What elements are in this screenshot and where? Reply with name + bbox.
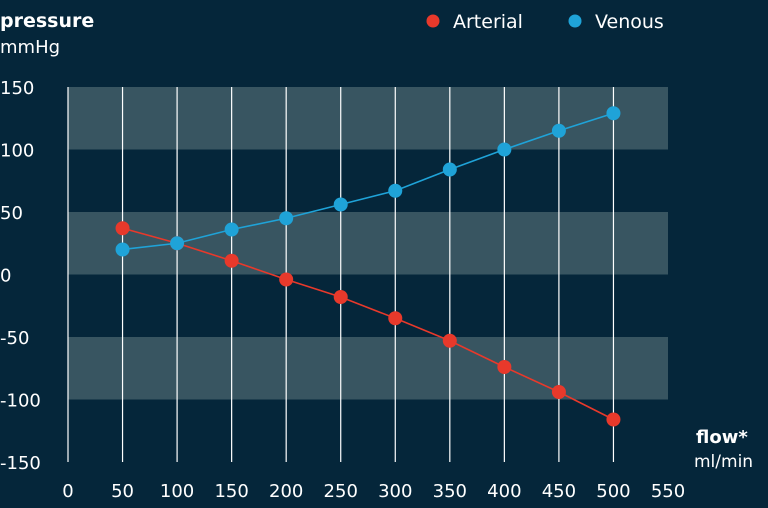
series-line-arterial <box>122 227 614 421</box>
y-tick-label: 100 <box>0 141 34 162</box>
x-tick-label: 500 <box>596 481 630 502</box>
legend-marker-arterial <box>426 14 440 28</box>
grid-band <box>68 87 668 150</box>
series-line-venous <box>122 112 614 251</box>
x-tick-label: 550 <box>651 481 685 502</box>
y-axis-title: pressure <box>0 10 94 32</box>
x-tick-label: 350 <box>433 481 467 502</box>
data-point-arterial <box>333 290 348 304</box>
y-tick-label: 150 <box>0 78 34 99</box>
data-point-venous <box>333 197 348 212</box>
x-tick-label: 400 <box>487 481 521 502</box>
legend-marker-venous <box>568 14 582 28</box>
y-tick-label: -100 <box>0 391 41 412</box>
x-tick-label: 450 <box>542 481 576 502</box>
data-point-venous <box>115 242 130 257</box>
x-axis-unit: ml/min <box>694 452 753 472</box>
data-point-arterial <box>388 311 403 326</box>
legend-label-arterial: Arterial <box>453 11 523 33</box>
x-tick-label: 150 <box>214 481 248 502</box>
data-point-arterial <box>497 360 512 374</box>
x-tick-label: 0 <box>62 481 73 502</box>
data-point-arterial <box>442 333 457 348</box>
data-point-venous <box>497 142 512 157</box>
x-tick-label: 250 <box>324 481 358 502</box>
legend: Arterial Venous <box>426 11 664 33</box>
x-axis-title: flow* <box>696 427 748 448</box>
data-point-venous <box>551 123 566 138</box>
x-tick-label: 200 <box>269 481 303 502</box>
data-point-venous <box>388 183 403 198</box>
y-tick-label: -50 <box>0 328 29 349</box>
legend-label-venous: Venous <box>595 11 664 33</box>
data-point-venous <box>442 162 457 177</box>
data-point-arterial <box>115 221 130 236</box>
y-tick-label: 0 <box>0 266 11 287</box>
data-point-venous <box>606 106 621 121</box>
y-tick-label: -150 <box>0 453 41 474</box>
x-tick-label: 50 <box>111 481 134 502</box>
data-point-arterial <box>551 385 566 399</box>
data-point-venous <box>224 222 239 237</box>
data-point-arterial <box>279 272 294 287</box>
y-axis-unit: mmHg <box>0 37 60 58</box>
grid-band <box>68 212 668 275</box>
x-tick-label: 100 <box>160 481 194 502</box>
y-tick-label: 50 <box>0 203 23 224</box>
data-point-venous <box>170 236 185 251</box>
grid-band <box>68 337 668 400</box>
data-point-arterial <box>606 412 621 427</box>
data-point-arterial <box>224 253 239 268</box>
data-point-venous <box>279 211 294 226</box>
x-tick-label: 300 <box>378 481 412 502</box>
